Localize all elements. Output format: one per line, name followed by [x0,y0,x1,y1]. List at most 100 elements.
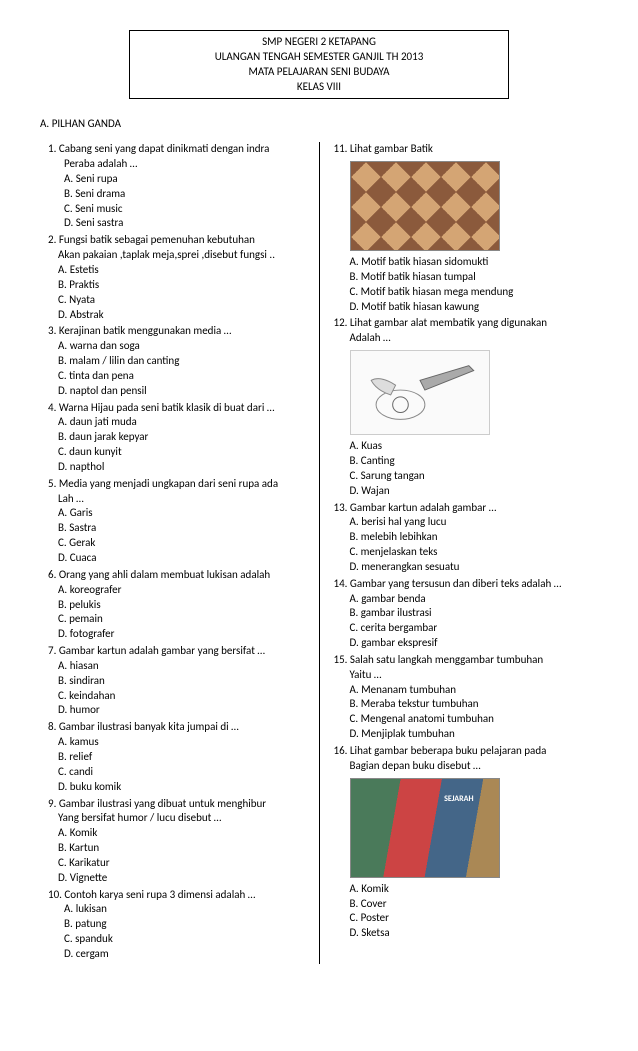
books-image [350,778,500,878]
q7-opt-a: A. hiasan [58,659,307,674]
question-6: 6. Orang yang ahli dalam membuat lukisan… [46,568,307,642]
q15-opt-b: B. Meraba tekstur tumbuhan [350,697,593,712]
question-13: 13. Gambar kartun adalah gambar … A. ber… [332,501,593,575]
q13-opt-c: C. menjelaskan teks [350,545,593,560]
q2-opt-a: A. Estetis [58,263,307,278]
q15-opt-c: C. Mengenal anatomi tumbuhan [350,712,593,727]
q2-opt-b: B. Praktis [58,278,307,293]
q1-opt-c: C. Seni music [64,202,307,217]
q15-line2: Yaitu … [350,668,593,683]
q8-opt-d: D. buku komik [58,780,307,795]
q11-opt-b: B. Motif batik hiasan tumpal [350,270,593,285]
q9-opt-a: A. Komik [58,826,307,841]
header-subject: MATA PELAJARAN SENI BUDAYA [138,65,500,80]
q3-line1: 3. Kerajinan batik menggunakan media … [48,324,307,339]
question-10: 10. Contoh karya seni rupa 3 dimensi ada… [46,888,307,962]
header-exam: ULANGAN TENGAH SEMESTER GANJIL TH 2013 [138,50,500,65]
question-9: 9. Gambar ilustrasi yang dibuat untuk me… [46,797,307,886]
question-1: 1. Cabang seni yang dapat dinikmati deng… [46,142,307,231]
q14-opt-a: A. gambar benda [350,592,593,607]
q10-opt-b: B. patung [64,917,307,932]
q2-line1: 2. Fungsi batik sebagai pemenuhan kebutu… [48,233,307,248]
q16-line2: Bagian depan buku disebut … [350,759,593,774]
q4-opt-b: B. daun jarak kepyar [58,430,307,445]
q11-opt-c: C. Motif batik hiasan mega mendung [350,285,593,300]
q5-opt-d: D. Cuaca [58,551,307,566]
q10-opt-d: D. cergam [64,947,307,962]
question-5: 5. Media yang menjadi ungkapan dari seni… [46,477,307,566]
q9-line2: Yang bersifat humor / lucu disebut … [58,811,307,826]
q1-opt-d: D. Seni sastra [64,216,307,231]
question-8: 8. Gambar ilustrasi banyak kita jumpai d… [46,720,307,794]
batik-image [350,161,500,251]
question-11: 11. Lihat gambar Batik A. Motif batik hi… [332,142,593,314]
q3-opt-b: B. malam / lilin dan canting [58,354,307,369]
q16-opt-a: A. Komik [350,882,593,897]
question-7: 7. Gambar kartun adalah gambar yang bers… [46,644,307,718]
q14-opt-d: D. gambar ekspresif [350,636,593,651]
left-column: 1. Cabang seni yang dapat dinikmati deng… [40,142,320,964]
q12-opt-c: C. Sarung tangan [350,469,593,484]
question-15: 15. Salah satu langkah menggambar tumbuh… [332,653,593,742]
q3-opt-d: D. naptol dan pensil [58,384,307,399]
q1-opt-b: B. Seni drama [64,187,307,202]
q5-line1: 5. Media yang menjadi ungkapan dari seni… [48,477,307,492]
q11-opt-a: A. Motif batik hiasan sidomukti [350,255,593,270]
q4-opt-d: D. napthol [58,460,307,475]
q10-opt-c: C. spanduk [64,932,307,947]
q7-opt-d: D. humor [58,703,307,718]
q12-opt-b: B. Canting [350,454,593,469]
q12-opt-d: D. Wajan [350,484,593,499]
q2-opt-c: C. Nyata [58,293,307,308]
question-14: 14. Gambar yang tersusun dan diberi teks… [332,577,593,651]
q15-opt-a: A. Menanam tumbuhan [350,683,593,698]
q7-opt-b: B. sindiran [58,674,307,689]
q2-line2: Akan pakaian ,taplak meja,sprei ,disebut… [58,248,307,263]
q10-line1: 10. Contoh karya seni rupa 3 dimensi ada… [48,888,307,903]
q8-opt-c: C. candi [58,765,307,780]
q5-opt-c: C. Gerak [58,536,307,551]
exam-header: SMP NEGERI 2 KETAPANG ULANGAN TENGAH SEM… [129,30,509,99]
q6-opt-d: D. fotografer [58,627,307,642]
q6-line1: 6. Orang yang ahli dalam membuat lukisan… [48,568,307,583]
q5-opt-a: A. Garis [58,506,307,521]
q13-opt-a: A. berisi hal yang lucu [350,515,593,530]
question-3: 3. Kerajinan batik menggunakan media … A… [46,324,307,398]
q9-opt-b: B. Kartun [58,841,307,856]
q5-opt-b: B. Sastra [58,521,307,536]
questions-container: 1. Cabang seni yang dapat dinikmati deng… [40,142,598,964]
q4-line1: 4. Warna Hijau pada seni batik klasik di… [48,401,307,416]
q16-opt-d: D. Sketsa [350,926,593,941]
q15-opt-d: D. Menjiplak tumbuhan [350,727,593,742]
header-class: KELAS VIII [138,80,500,95]
q1-line2: Peraba adalah … [64,157,307,172]
q5-line2: Lah … [58,492,307,507]
q9-line1: 9. Gambar ilustrasi yang dibuat untuk me… [48,797,307,812]
q4-opt-c: C. daun kunyit [58,445,307,460]
header-school: SMP NEGERI 2 KETAPANG [138,35,500,50]
q1-opt-a: A. Seni rupa [64,172,307,187]
question-4: 4. Warna Hijau pada seni batik klasik di… [46,401,307,475]
q15-line1: 15. Salah satu langkah menggambar tumbuh… [334,653,593,668]
q13-line1: 13. Gambar kartun adalah gambar … [334,501,593,516]
q9-opt-d: D. Vignette [58,871,307,886]
q3-opt-a: A. warna dan soga [58,339,307,354]
q6-opt-b: B. pelukis [58,598,307,613]
q9-opt-c: C. Karikatur [58,856,307,871]
q7-opt-c: C. keindahan [58,689,307,704]
q13-opt-d: D. menerangkan sesuatu [350,560,593,575]
q2-opt-d: D. Abstrak [58,308,307,323]
q1-line1: 1. Cabang seni yang dapat dinikmati deng… [48,142,307,157]
q8-opt-b: B. relief [58,750,307,765]
q16-line1: 16. Lihat gambar beberapa buku pelajaran… [334,744,593,759]
q12-line2: Adalah … [350,331,593,346]
question-2: 2. Fungsi batik sebagai pemenuhan kebutu… [46,233,307,322]
q14-opt-b: B. gambar ilustrasi [350,606,593,621]
q12-opt-a: A. Kuas [350,439,593,454]
q8-line1: 8. Gambar ilustrasi banyak kita jumpai d… [48,720,307,735]
section-title: A. PILHAN GANDA [40,117,598,132]
q4-opt-a: A. daun jati muda [58,415,307,430]
q6-opt-a: A. koreografer [58,583,307,598]
q12-line1: 12. Lihat gambar alat membatik yang digu… [334,316,593,331]
q3-opt-c: C. tinta dan pena [58,369,307,384]
